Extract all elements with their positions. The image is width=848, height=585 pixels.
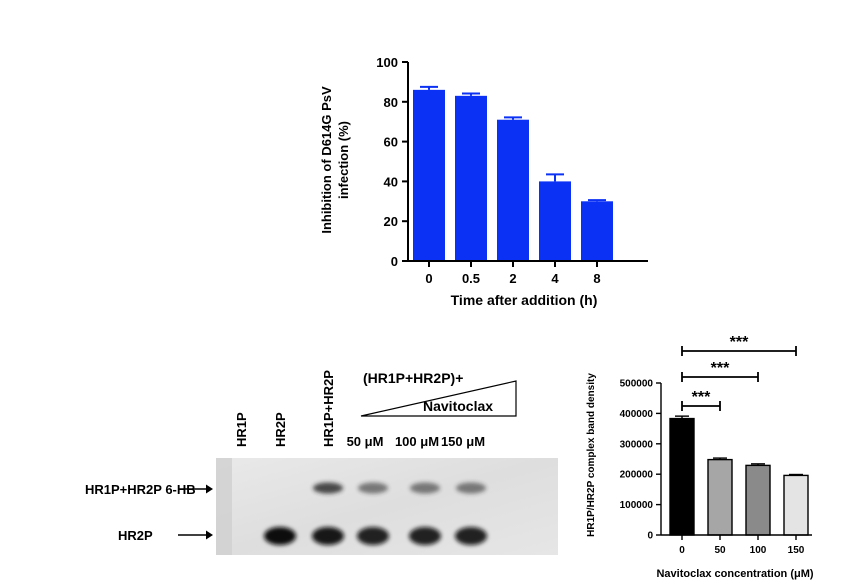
chart1-ytick-label: 40 [384, 174, 398, 189]
chart2-xtick-label: 50 [714, 545, 726, 556]
chart2-ytick-label: 0 [647, 531, 653, 542]
chart1-ytick-label: 20 [384, 214, 398, 229]
wedge-label: Navitoclax [423, 398, 493, 414]
chart1-xtick-label: 0 [425, 271, 432, 286]
band-hr2p [264, 527, 296, 545]
chart1-bar [497, 119, 529, 262]
concentration-label: 50 μM [347, 434, 384, 449]
chart2-ytick-label: 200000 [620, 470, 654, 481]
chart2-bar [783, 474, 809, 536]
chart1-xtick-label: 0.5 [462, 271, 480, 286]
band-label-6hb: HR1P+HR2P 6-HB [85, 482, 196, 497]
chart1-xtick-label: 4 [551, 271, 559, 286]
chart1-ytick-label: 60 [384, 135, 398, 150]
concentration-label: 150 μM [441, 434, 485, 449]
chart1-bar [455, 95, 487, 261]
chart2-xtick-label: 150 [788, 545, 805, 556]
chart1-ytick-label: 100 [376, 55, 398, 70]
significance-label: *** [692, 389, 711, 406]
chart1-ylabel-line2: infection (%) [336, 121, 351, 199]
band-6hb [456, 482, 486, 494]
chart2-ytick-label: 300000 [620, 439, 654, 450]
chart2-ytick-label: 100000 [620, 500, 654, 511]
band-arrowhead-hr2p [206, 530, 213, 540]
band-label-hr2p: HR2P [118, 528, 153, 543]
chart2-bar [745, 464, 771, 536]
chart2-bar [669, 417, 695, 536]
band-hr2p [409, 527, 441, 545]
chart1-xlabel: Time after addition (h) [451, 292, 598, 308]
chart1-bar [539, 181, 571, 261]
lane-label: HR1P [234, 412, 249, 447]
band-hr2p [357, 527, 389, 545]
chart1-bar [581, 201, 613, 261]
significance-label: *** [730, 334, 749, 351]
chart2-ytick-label: 400000 [620, 409, 654, 420]
inhibition-chart: Inhibition of D614G PsV infection (%) 0 2… [319, 55, 648, 308]
chart2-ytick-label: 500000 [620, 379, 654, 390]
gel-panel: HR1P HR2P HR1P+HR2P (HR1P+HR2P)+ Navitocla… [85, 370, 558, 555]
significance-label: *** [711, 360, 730, 377]
chart2-ylabel: HR1P/HR2P complex band density [586, 373, 597, 537]
band-6hb [410, 482, 440, 494]
chart1-xtick-label: 2 [509, 271, 516, 286]
band-arrowhead-6hb [206, 484, 213, 494]
lane-label: HR2P [273, 412, 288, 447]
band-hr2p [455, 527, 487, 545]
lane-label: HR1P+HR2P [321, 370, 336, 447]
chart1-ylabel-line1: Inhibition of D614G PsV [319, 86, 334, 234]
chart1-xtick-label: 8 [593, 271, 600, 286]
concentration-wedge [360, 380, 517, 417]
band-density-chart: HR1P/HR2P complex band density 0 100000 20… [586, 334, 814, 580]
chart2-xtick-label: 0 [679, 545, 685, 556]
chart1-ytick-label: 0 [391, 254, 398, 269]
concentration-label: 100 μM [395, 434, 439, 449]
chart1-ytick-label: 80 [384, 95, 398, 110]
chart2-xtick-label: 100 [750, 545, 767, 556]
chart2-xlabel: Navitoclax concentration (μM) [656, 568, 813, 580]
chart1-bar [413, 89, 445, 261]
gel-left-edge [216, 458, 232, 555]
chart2-bar [707, 458, 733, 536]
band-6hb [313, 482, 343, 494]
band-hr2p [312, 527, 344, 545]
group-label: (HR1P+HR2P)+ [363, 370, 463, 386]
band-6hb [358, 482, 388, 494]
